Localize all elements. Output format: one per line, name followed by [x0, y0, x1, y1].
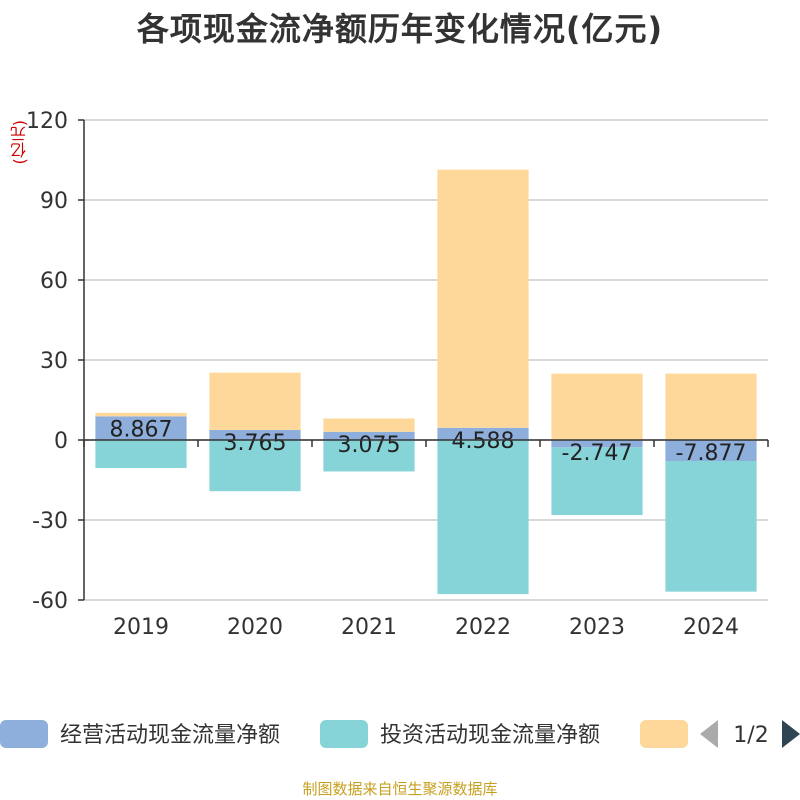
bar-series2-2023[interactable]: [551, 447, 643, 516]
data-label-2023: -2.747: [562, 441, 633, 466]
bar-series1-2024[interactable]: [665, 440, 757, 462]
bar-series2-2022[interactable]: [437, 440, 529, 595]
bar-series3-2020[interactable]: [209, 372, 301, 430]
data-label-2024: -7.877: [676, 441, 747, 466]
bar-series1-2019[interactable]: [95, 416, 187, 440]
y-tick-label: 0: [54, 429, 68, 454]
legend-swatch-2[interactable]: [320, 720, 368, 748]
y-tick-label: -60: [32, 589, 68, 614]
bar-series1-2020[interactable]: [209, 429, 301, 440]
bar-series1-2021[interactable]: [323, 431, 415, 440]
legend-page-indicator: 1/2: [733, 723, 768, 748]
y-tick-label: -30: [32, 509, 68, 534]
bar-series1-2022[interactable]: [437, 427, 529, 440]
data-label-2020: 3.765: [224, 431, 287, 456]
x-tick-label: 2019: [113, 615, 169, 640]
x-tick-label: 2021: [341, 615, 397, 640]
legend-next-icon[interactable]: [782, 720, 800, 748]
x-tick-label: 2023: [569, 615, 625, 640]
bar-series3-2024[interactable]: [665, 373, 757, 440]
x-tick-label: 2020: [227, 615, 283, 640]
y-tick-label: 30: [40, 349, 68, 374]
bar-series1-2023[interactable]: [551, 440, 643, 448]
bar-series2-2024[interactable]: [665, 461, 757, 592]
data-source-note: 制图数据来自恒生聚源数据库: [302, 780, 498, 798]
data-label-2019: 8.867: [110, 417, 173, 442]
bar-series3-2019[interactable]: [95, 412, 187, 417]
legend-label-1[interactable]: 经营活动现金流量净额: [60, 723, 280, 748]
bar-series3-2022[interactable]: [437, 169, 529, 428]
x-tick-label: 2024: [683, 615, 739, 640]
bar-series2-2019[interactable]: [95, 440, 187, 468]
x-tick-label: 2022: [455, 615, 511, 640]
chart-title: 各项现金流净额历年变化情况(亿元): [136, 10, 664, 48]
legend-label-2[interactable]: 投资活动现金流量净额: [380, 723, 600, 748]
y-tick-label: 120: [26, 109, 68, 134]
y-tick-label: 60: [40, 269, 68, 294]
legend-swatch-3[interactable]: [640, 720, 688, 748]
data-label-2021: 3.075: [338, 433, 401, 458]
y-tick-label: 90: [40, 189, 68, 214]
bar-series2-2020[interactable]: [209, 440, 301, 492]
bar-series3-2023[interactable]: [551, 373, 643, 440]
legend-prev-icon[interactable]: [700, 720, 718, 748]
bar-series2-2021[interactable]: [323, 440, 415, 472]
bar-series3-2021[interactable]: [323, 418, 415, 432]
data-label-2022: 4.588: [452, 429, 515, 454]
legend-swatch-1[interactable]: [0, 720, 48, 748]
